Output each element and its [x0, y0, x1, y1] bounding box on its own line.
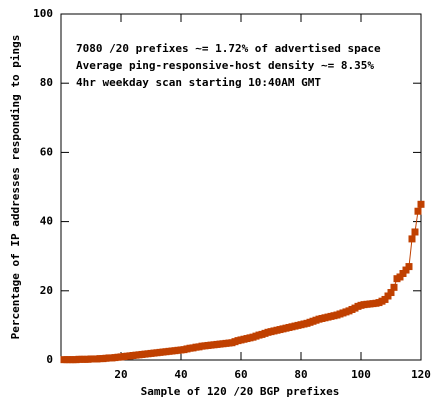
- y-tick-label: 20: [40, 284, 53, 297]
- data-point: [417, 200, 425, 208]
- data-point: [411, 228, 419, 236]
- x-tick-label: 20: [114, 368, 127, 381]
- x-axis-label: Sample of 120 /20 BGP prefixes: [141, 385, 340, 398]
- data-point: [414, 207, 422, 215]
- y-tick-label: 60: [40, 145, 53, 158]
- annotation: 4hr weekday scan starting 10:40AM GMT: [76, 76, 321, 89]
- annotation: Average ping-responsive-host density ~= …: [76, 59, 374, 72]
- y-axis-label: Percentage of IP addresses responding to…: [9, 35, 22, 340]
- x-tick-label: 100: [351, 368, 371, 381]
- x-tick-label: 40: [174, 368, 187, 381]
- annotation: 7080 /20 prefixes ~= 1.72% of advertised…: [76, 42, 381, 55]
- y-tick-label: 100: [33, 7, 53, 20]
- x-tick-label: 120: [411, 368, 431, 381]
- y-tick-label: 40: [40, 215, 53, 228]
- data-point: [390, 283, 398, 291]
- x-tick-label: 60: [234, 368, 247, 381]
- data-point: [387, 289, 395, 297]
- data-point: [405, 263, 413, 271]
- y-tick-label: 0: [46, 353, 53, 366]
- x-tick-label: 80: [294, 368, 307, 381]
- data-point: [408, 235, 416, 243]
- y-tick-label: 80: [40, 76, 53, 89]
